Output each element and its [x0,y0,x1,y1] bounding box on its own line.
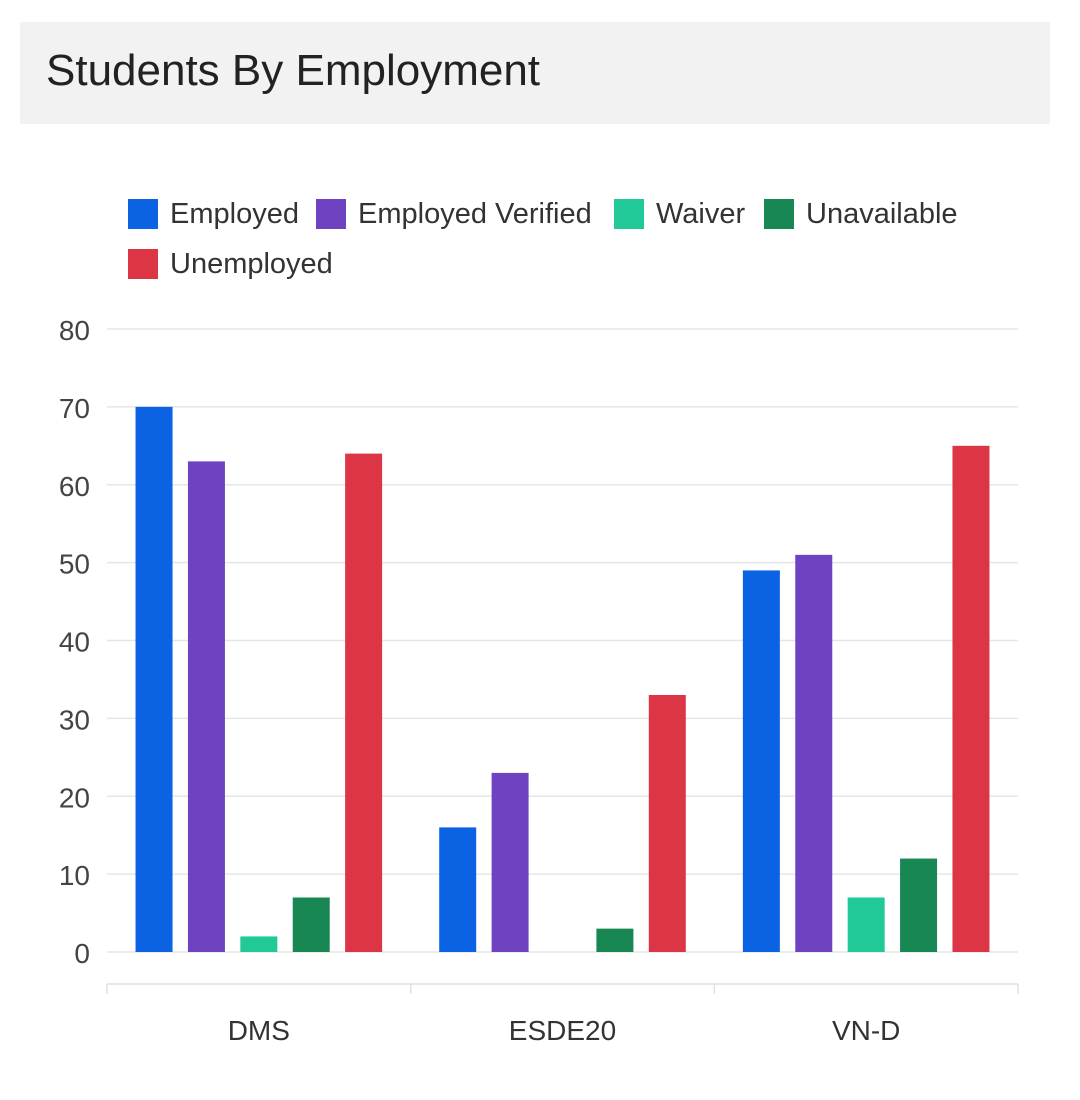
bar-waiver-vn-d[interactable] [847,897,885,952]
bar-unemployed-esde20[interactable] [648,695,686,952]
bar-employed-vn-d[interactable] [742,570,780,952]
bar-unavailable-vn-d[interactable] [900,858,938,952]
y-axis: 0 10 20 30 40 50 60 70 80 [59,315,90,969]
legend-item-waiver[interactable]: Waiver [614,192,745,236]
bar-unavailable-dms[interactable] [292,897,330,952]
legend-item-employed-verified[interactable]: Employed Verified [316,192,592,236]
grid-layer [107,328,1018,953]
legend-label-unemployed: Unemployed [170,247,333,280]
bar-employed-dms[interactable] [135,406,173,952]
y-tick-label: 30 [59,704,90,735]
legend-label-employed-verified: Employed Verified [358,197,592,230]
bar-employed-verified-dms[interactable] [187,461,225,952]
x-tick-label: DMS [228,1015,290,1046]
legend-label-waiver: Waiver [656,197,746,230]
bar-employed-esde20[interactable] [439,827,477,952]
y-tick-label: 0 [74,938,90,969]
y-tick-label: 40 [59,627,90,658]
bars [135,406,990,952]
legend-item-unemployed[interactable]: Unemployed [128,242,333,286]
legend-swatch-unavailable [764,199,794,229]
card-header: Students By Employment [20,22,1050,124]
legend-swatch-unemployed [128,249,158,279]
x-tick-label: ESDE20 [509,1015,616,1046]
legend-label-employed: Employed [170,197,299,230]
bar-waiver-dms[interactable] [240,936,278,952]
legend-swatch-employed [128,199,158,229]
y-tick-label: 80 [59,315,90,346]
y-tick-label: 50 [59,549,90,580]
legend-item-employed[interactable]: Employed [128,192,299,236]
y-tick-label: 10 [59,860,90,891]
y-tick-label: 70 [59,393,90,424]
legend-swatch-waiver [614,199,644,229]
bar-unavailable-esde20[interactable] [596,928,634,952]
y-tick-label: 60 [59,471,90,502]
legend-swatch-employed-verified [316,199,346,229]
bar-unemployed-dms[interactable] [345,453,383,952]
x-axis: DMS ESDE20 VN-D [106,983,1019,1046]
x-tick-label: VN-D [832,1015,900,1046]
bar-unemployed-vn-d[interactable] [952,445,990,952]
bar-employed-verified-vn-d[interactable] [795,554,833,952]
legend-item-unavailable[interactable]: Unavailable [764,192,958,236]
card-title: Students By Employment [46,46,541,95]
legend-label-unavailable: Unavailable [806,197,958,230]
y-tick-label: 20 [59,782,90,813]
bar-employed-verified-esde20[interactable] [491,772,529,952]
